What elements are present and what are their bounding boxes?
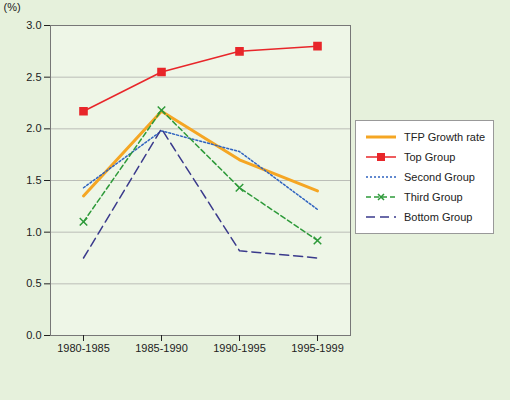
svg-text:0.0: 0.0 xyxy=(26,329,41,341)
html-text:Top Group: Top Group xyxy=(404,151,456,163)
svg-text:1.5: 1.5 xyxy=(26,174,41,186)
html-text:Third Group: Third Group xyxy=(404,191,463,203)
svg-text:1995-1999: 1995-1999 xyxy=(291,342,344,354)
svg-text:2.0: 2.0 xyxy=(26,122,41,134)
svg-text:2.5: 2.5 xyxy=(26,71,41,83)
html-text:Second Group: Second Group xyxy=(404,171,475,183)
svg-text:3.0: 3.0 xyxy=(26,19,41,31)
svg-text:1.0: 1.0 xyxy=(26,226,41,238)
svg-text:0.5: 0.5 xyxy=(26,277,41,289)
html-text:Bottom Group: Bottom Group xyxy=(404,211,473,223)
svg-text:(%): (%) xyxy=(4,1,21,13)
html-text:TFP Growth rate: TFP Growth rate xyxy=(404,131,486,143)
svg-text:1980-1985: 1980-1985 xyxy=(57,342,110,354)
svg-text:1990-1995: 1990-1995 xyxy=(213,342,266,354)
svg-text:1985-1990: 1985-1990 xyxy=(135,342,188,354)
